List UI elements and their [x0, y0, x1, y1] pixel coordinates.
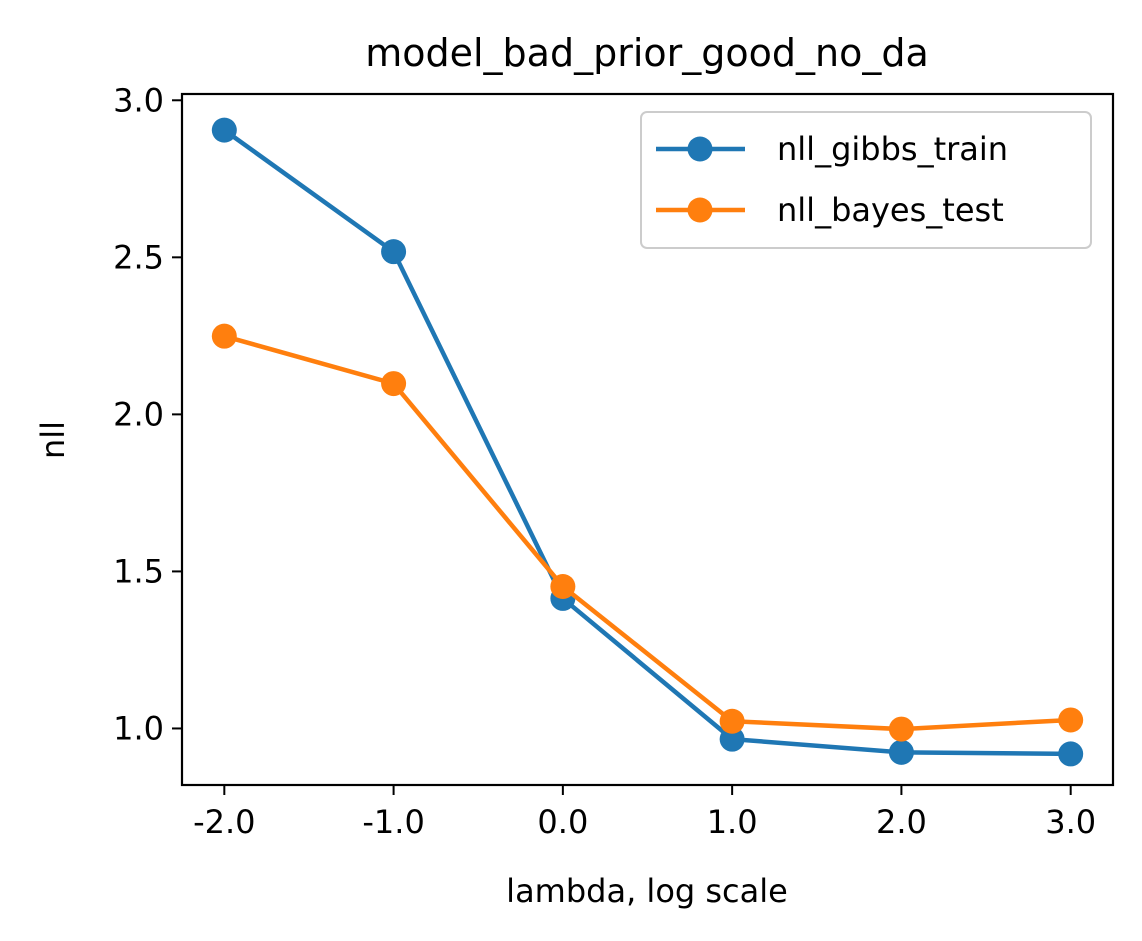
y-tick-label: 2.5	[113, 238, 164, 276]
plot-frame	[180, 92, 1115, 787]
x-axis: -2.0 -1.0 0.0 1.0 2.0 3.0	[193, 785, 1096, 841]
y-tick-label: 2.0	[113, 395, 164, 433]
legend-marker	[687, 197, 713, 223]
data-point	[719, 708, 745, 734]
y-tick-label: 1.5	[113, 552, 164, 590]
series-line	[223, 128, 1071, 757]
x-axis-label: lambda, log scale	[506, 872, 788, 910]
y-axis-label: nll	[34, 421, 72, 459]
x-tick-label: 3.0	[1045, 803, 1096, 841]
data-point	[1058, 707, 1084, 733]
plot-area	[211, 117, 1084, 767]
series-nll_bayes_test	[211, 323, 1084, 742]
data-point	[888, 716, 914, 742]
y-axis: 1.0 1.5 2.0 2.5 3.0	[113, 81, 182, 747]
legend-label: nll_bayes_test	[777, 191, 1004, 229]
data-point	[550, 573, 576, 599]
y-tick-label: 1.0	[113, 709, 164, 747]
data-point	[211, 117, 237, 143]
chart-title: model_bad_prior_good_no_da	[365, 31, 929, 75]
data-point	[381, 239, 407, 265]
x-tick-label: 0.0	[537, 803, 588, 841]
data-point	[888, 739, 914, 765]
legend-label: nll_gibbs_train	[777, 130, 1008, 168]
x-tick-label: -1.0	[362, 803, 424, 841]
data-point	[1058, 741, 1084, 767]
data-point	[211, 323, 237, 349]
legend: nll_gibbs_train nll_bayes_test	[640, 111, 1092, 249]
legend-marker	[687, 136, 713, 162]
legend-box	[640, 111, 1092, 249]
y-tick-label: 3.0	[113, 81, 164, 119]
x-tick-label: 1.0	[707, 803, 758, 841]
data-point	[381, 371, 407, 397]
series-line	[223, 333, 1071, 732]
x-tick-label: -2.0	[193, 803, 255, 841]
x-tick-label: 2.0	[876, 803, 927, 841]
data-point	[719, 726, 745, 752]
